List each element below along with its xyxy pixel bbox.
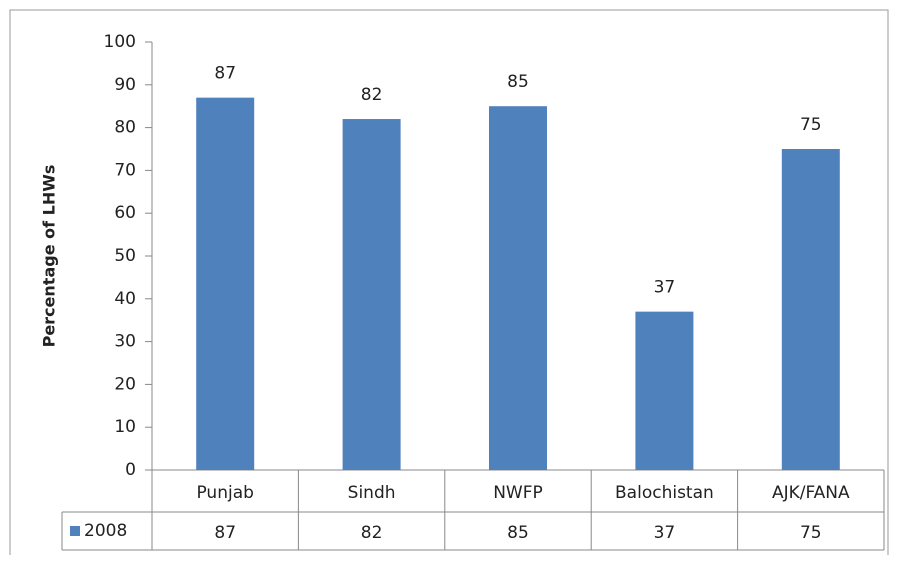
x-tick-label: Sindh (348, 483, 396, 503)
y-tick-label: 90 (114, 75, 136, 95)
y-tick-label: 80 (114, 118, 136, 138)
y-tick-label: 50 (114, 246, 136, 266)
table-value: 82 (361, 523, 383, 543)
data-label: 37 (654, 278, 676, 298)
y-tick-label: 0 (125, 460, 136, 480)
data-label: 75 (800, 115, 822, 135)
y-tick-label: 70 (114, 160, 136, 180)
bar (342, 119, 401, 470)
y-tick-label: 60 (114, 203, 136, 223)
chart-border (9, 9, 889, 555)
bar (781, 149, 840, 470)
table-value: 85 (507, 523, 529, 543)
y-tick-label: 10 (114, 417, 136, 437)
legend-label: 2008 (84, 521, 127, 541)
legend-key (70, 526, 80, 536)
bar (196, 97, 255, 470)
y-tick-label: 20 (114, 374, 136, 394)
bar (489, 106, 547, 470)
y-tick-label: 30 (114, 332, 136, 352)
data-label: 87 (214, 64, 236, 84)
table-value: 75 (800, 523, 822, 543)
table-value: 87 (214, 523, 236, 543)
data-label: 85 (507, 72, 529, 92)
data-label: 82 (361, 85, 383, 105)
x-tick-label: Punjab (196, 483, 253, 503)
y-tick-label: 40 (114, 289, 136, 309)
y-tick-label: 100 (104, 32, 136, 52)
bar (635, 311, 694, 470)
x-tick-label: Balochistan (615, 483, 714, 503)
x-tick-label: AJK/FANA (772, 483, 850, 503)
table-value: 37 (654, 523, 676, 543)
x-tick-label: NWFP (493, 483, 543, 503)
y-axis-title: Percentage of LHWs (40, 165, 59, 348)
